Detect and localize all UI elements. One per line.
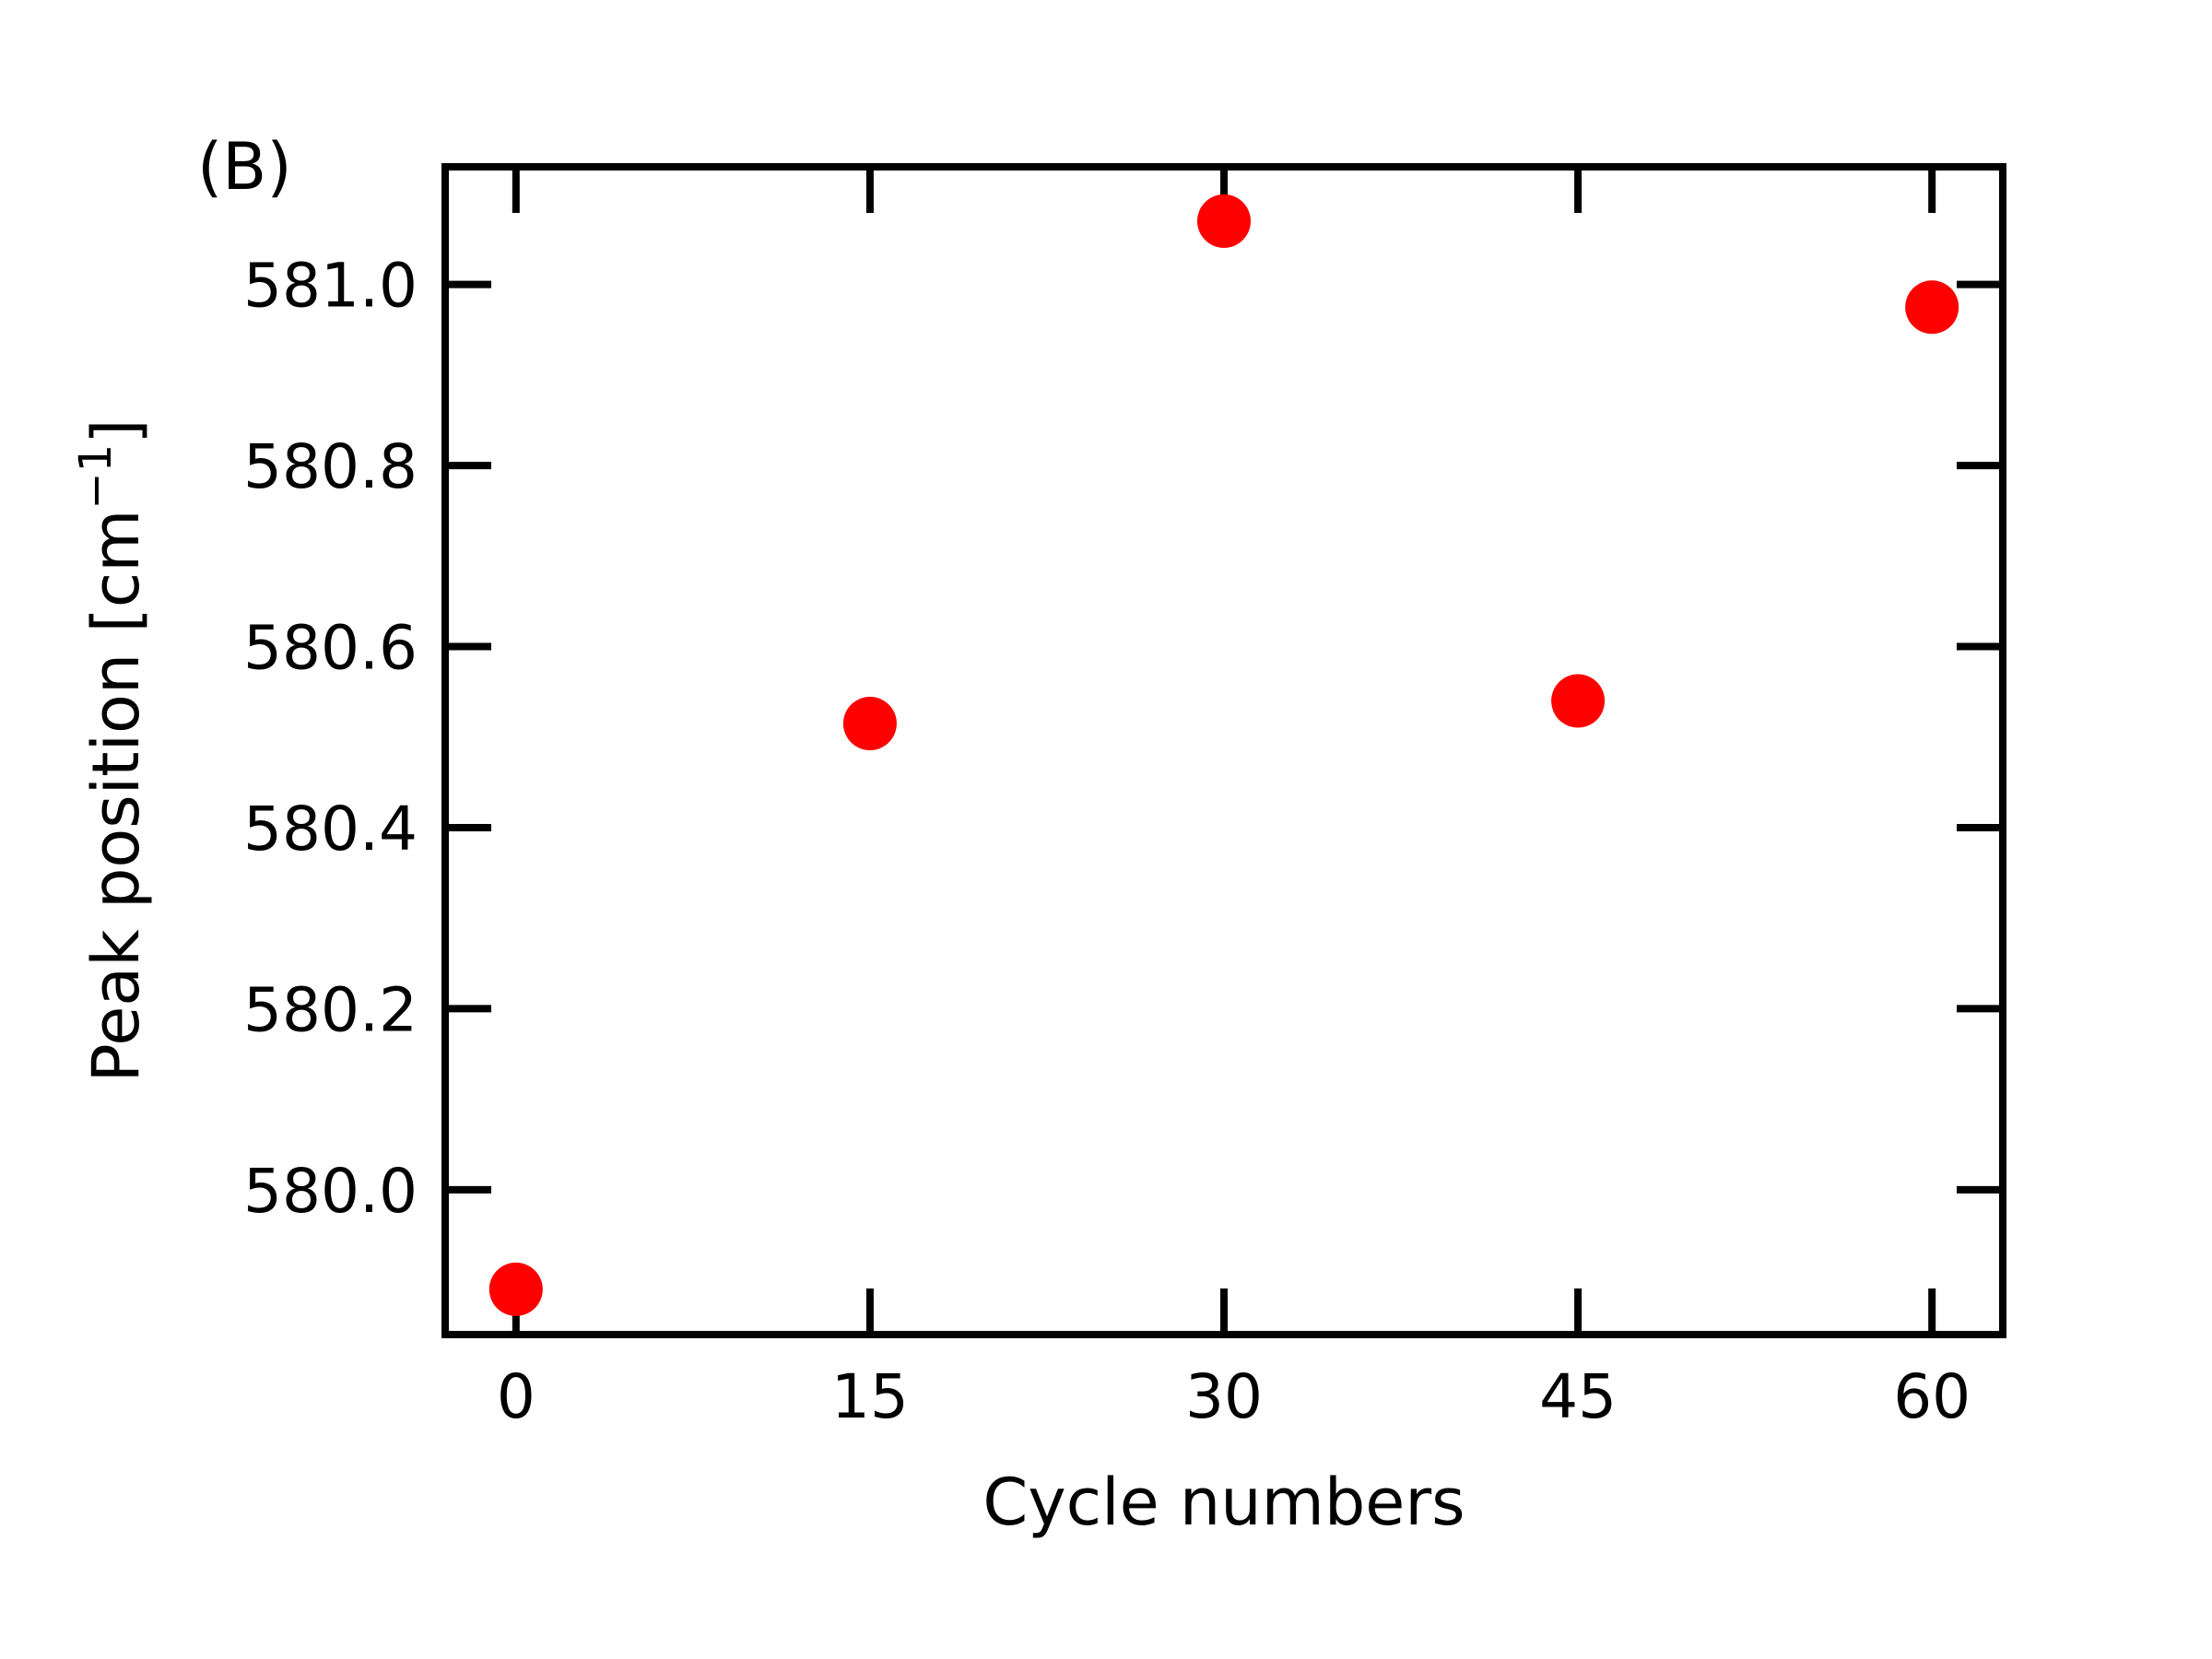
axes: 0 15 30 45 60 580.0 580.2 580.4 580.6 580.8 581.0 (243, 163, 2006, 1432)
y-axis-label: Peak position [cm−1] (70, 418, 154, 1082)
x-tick-label: 0 (497, 1361, 535, 1432)
plot-frame (441, 163, 2006, 1338)
data-point (1905, 280, 1959, 335)
y-tick-label: 580.2 (243, 974, 418, 1045)
x-tick-label: 45 (1539, 1361, 1617, 1432)
x-tick-label: 30 (1185, 1361, 1263, 1432)
y-axis-label-superscript: −1 (70, 444, 122, 510)
x-axis-ticks: 0 15 30 45 60 (497, 167, 1971, 1432)
y-tick-label: 580.0 (243, 1156, 418, 1227)
data-point (1551, 674, 1606, 728)
y-tick-label: 580.6 (243, 613, 418, 684)
data-points (488, 194, 1959, 1316)
y-tick-label: 580.4 (243, 794, 418, 865)
y-axis-label-suffix: ] (78, 418, 154, 443)
data-point (1197, 194, 1251, 248)
y-tick-label: 580.8 (243, 431, 418, 502)
x-tick-label: 60 (1893, 1361, 1971, 1432)
y-tick-label: 581.0 (243, 251, 418, 322)
x-tick-label: 15 (831, 1361, 909, 1432)
y-axis-label-base: Peak position [cm (78, 510, 154, 1083)
data-point (488, 1262, 543, 1316)
x-axis-label: Cycle numbers (982, 1465, 1465, 1540)
panel-label: (B) (197, 129, 292, 205)
data-point (842, 697, 897, 751)
y-axis-ticks: 580.0 580.2 580.4 580.6 580.8 581.0 (243, 251, 2003, 1227)
